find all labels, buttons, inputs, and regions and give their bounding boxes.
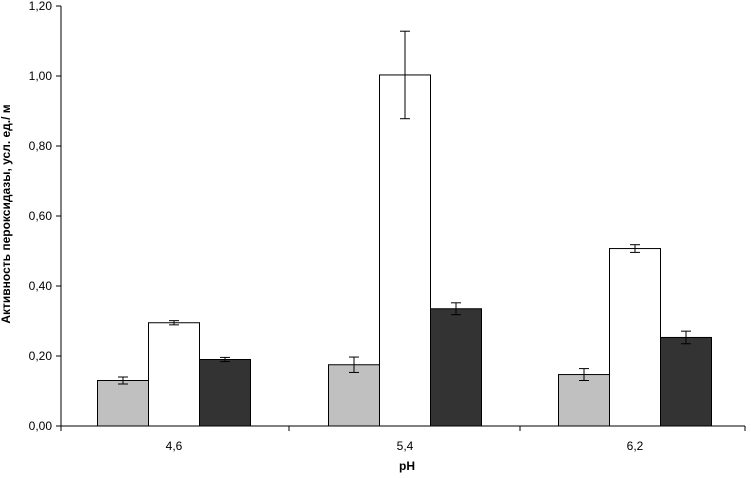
x-axis-title: pH xyxy=(399,459,415,473)
y-ticks-layer: 0,00 0,20 0,40 0,60 0,80 1,00 1,20 xyxy=(29,0,61,433)
x-tick-label: 5,4 xyxy=(397,439,414,453)
bar xyxy=(430,308,482,427)
bar xyxy=(148,322,200,427)
y-tick-label: 0,80 xyxy=(29,139,53,153)
bar xyxy=(660,336,712,427)
x-ticks-layer: 4,6 5,4 6,2 xyxy=(60,426,746,453)
bars-layer xyxy=(97,74,712,427)
x-tick-label: 4,6 xyxy=(166,439,183,453)
bar xyxy=(558,374,610,427)
bar xyxy=(97,380,149,427)
bar xyxy=(328,364,380,427)
x-tick-label: 6,2 xyxy=(627,439,644,453)
bar xyxy=(379,74,431,427)
y-axis-title: Активность пероксидазы, усл. ед./ м xyxy=(0,104,13,323)
bar xyxy=(199,359,251,427)
y-tick-label: 1,00 xyxy=(29,69,53,83)
y-tick-label: 1,20 xyxy=(29,0,53,13)
y-tick-label: 0,40 xyxy=(29,279,53,293)
error-bars-layer xyxy=(118,30,691,385)
y-tick-label: 0,60 xyxy=(29,209,53,223)
y-tick-label: 0,00 xyxy=(29,419,53,433)
y-tick-label: 0,20 xyxy=(29,349,53,363)
bar xyxy=(609,248,661,427)
